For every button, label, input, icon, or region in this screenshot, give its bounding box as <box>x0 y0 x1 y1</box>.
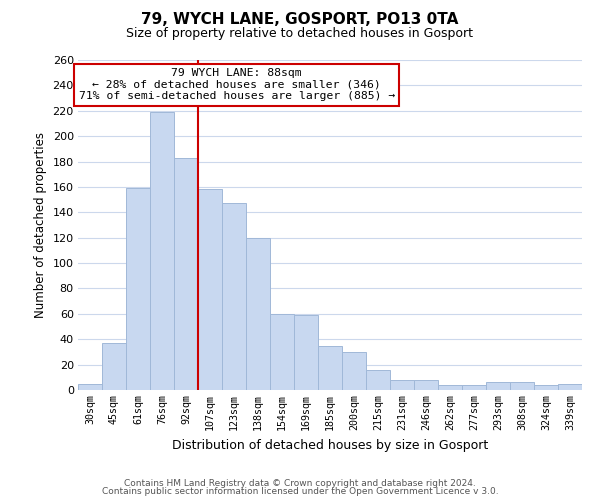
Bar <box>510 382 534 390</box>
Bar <box>126 188 150 390</box>
Bar <box>294 315 318 390</box>
Y-axis label: Number of detached properties: Number of detached properties <box>34 132 47 318</box>
Bar <box>462 385 486 390</box>
Text: Size of property relative to detached houses in Gosport: Size of property relative to detached ho… <box>127 28 473 40</box>
Text: 79, WYCH LANE, GOSPORT, PO13 0TA: 79, WYCH LANE, GOSPORT, PO13 0TA <box>142 12 458 28</box>
Bar <box>390 380 414 390</box>
Bar <box>222 204 246 390</box>
Text: Contains public sector information licensed under the Open Government Licence v : Contains public sector information licen… <box>101 487 499 496</box>
Bar <box>534 385 558 390</box>
Bar <box>102 343 126 390</box>
Text: Contains HM Land Registry data © Crown copyright and database right 2024.: Contains HM Land Registry data © Crown c… <box>124 478 476 488</box>
Bar <box>174 158 198 390</box>
Text: 79 WYCH LANE: 88sqm
← 28% of detached houses are smaller (346)
71% of semi-detac: 79 WYCH LANE: 88sqm ← 28% of detached ho… <box>79 68 395 102</box>
Bar <box>486 382 510 390</box>
Bar <box>246 238 270 390</box>
X-axis label: Distribution of detached houses by size in Gosport: Distribution of detached houses by size … <box>172 438 488 452</box>
Bar <box>558 384 582 390</box>
Bar <box>198 190 222 390</box>
Bar <box>318 346 342 390</box>
Bar <box>438 385 462 390</box>
Bar <box>342 352 366 390</box>
Bar <box>150 112 174 390</box>
Bar <box>414 380 438 390</box>
Bar <box>78 384 102 390</box>
Bar <box>270 314 294 390</box>
Bar <box>366 370 390 390</box>
